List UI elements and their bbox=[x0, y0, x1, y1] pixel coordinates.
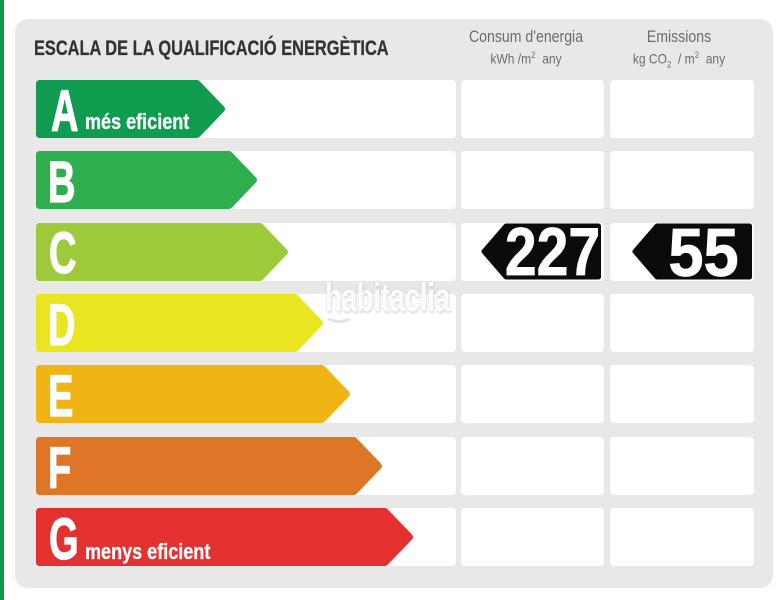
svg-text:227: 227 bbox=[505, 223, 600, 280]
svg-text:55: 55 bbox=[668, 223, 738, 280]
